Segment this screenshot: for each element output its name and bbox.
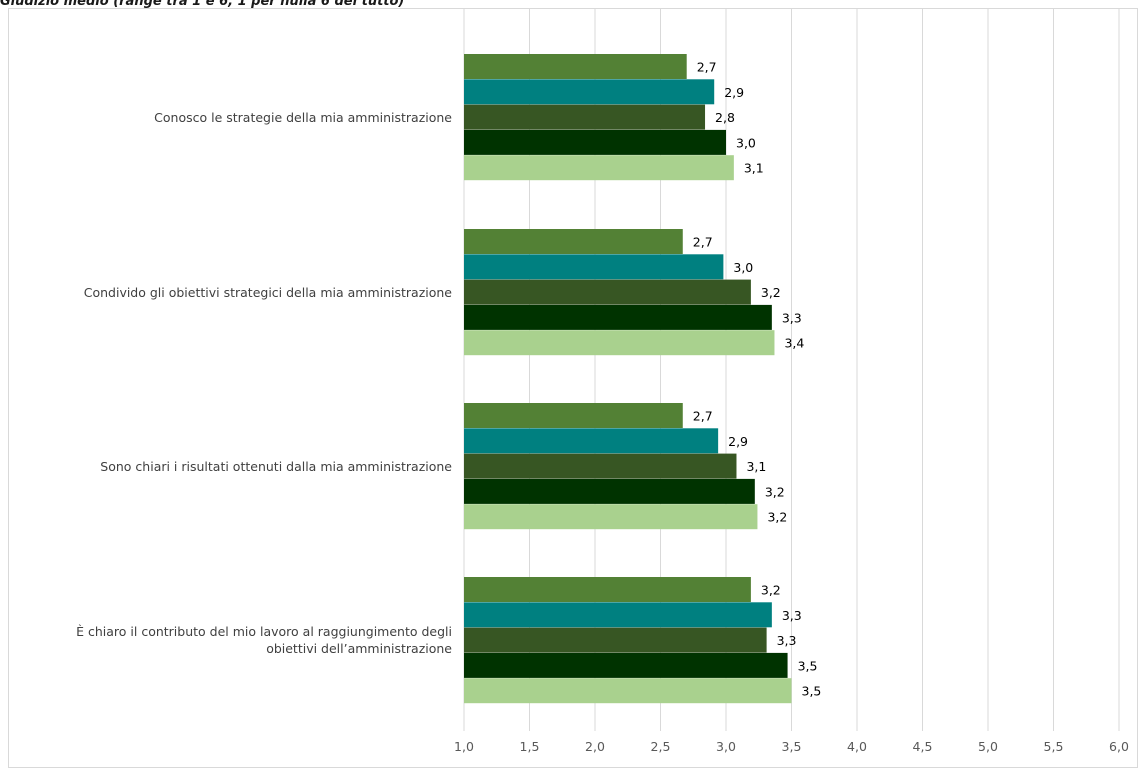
bar <box>464 504 758 530</box>
x-tick-label: 2,5 <box>651 739 671 754</box>
bar-value-label: 3,4 <box>784 336 804 351</box>
x-tick-label: 3,0 <box>716 739 736 754</box>
x-tick-label: 1,5 <box>520 739 540 754</box>
x-tick-label: 4,5 <box>913 739 933 754</box>
bar <box>464 678 792 704</box>
category-label: Condivido gli obiettivi strategici della… <box>83 284 452 300</box>
bar <box>464 652 788 678</box>
bar <box>464 577 751 602</box>
bar <box>464 54 687 79</box>
bar-value-label: 3,0 <box>733 260 753 275</box>
bar <box>464 330 775 356</box>
bar-group <box>464 54 792 704</box>
bar <box>464 155 734 181</box>
x-axis-tick-labels: 1,0 1,5 2,0 2,5 3,0 3,5 4,0 4,5 5,0 5,5 6,0 <box>454 739 1129 754</box>
bar-value-label: 2,9 <box>728 434 748 449</box>
bar-value-label: 2,8 <box>715 110 735 125</box>
bar-value-label: 3,0 <box>736 135 756 150</box>
x-tick-label: 6,0 <box>1109 739 1129 754</box>
bar-value-label: 2,7 <box>693 409 713 424</box>
bar-value-label: 3,2 <box>761 285 781 300</box>
bar <box>464 254 724 280</box>
x-tick-label: 2,0 <box>585 739 605 754</box>
bar-value-label: 3,2 <box>761 583 781 598</box>
bar-value-label: 2,7 <box>693 235 713 250</box>
bar <box>464 79 715 105</box>
bar <box>464 129 726 155</box>
bar-chart: 2,72,92,83,03,12,73,03,23,33,42,72,93,13… <box>454 9 1129 754</box>
bar <box>464 229 683 254</box>
x-tick-label: 3,5 <box>782 739 802 754</box>
chart-caption: Giudizio medio (range tra 1 e 6, 1 per n… <box>0 0 405 9</box>
bar-value-label: 3,3 <box>782 310 802 325</box>
chart-frame: 2,7 2,9 2,8 3,0 3,1 2,7 3,0 3,2 3,3 3,4 2,7 2,9 3,1 3… <box>8 8 1138 768</box>
category-label: Sono chiari i risultati ottenuti dalla m… <box>100 458 452 474</box>
bar-value-label: 3,5 <box>798 658 818 673</box>
x-tick-label: 5,5 <box>1044 739 1064 754</box>
bar-value-label: 3,5 <box>802 684 822 699</box>
bar <box>464 304 772 330</box>
bar <box>464 279 751 305</box>
bar <box>464 602 772 628</box>
bar-value-label: 3,3 <box>777 633 797 648</box>
bar-value-label: 3,2 <box>765 484 785 499</box>
x-tick-label: 4,0 <box>847 739 867 754</box>
bar-value-label: 3,1 <box>746 459 766 474</box>
bar-value-label: 2,9 <box>724 85 744 100</box>
bar <box>464 104 706 130</box>
category-label: Conosco le strategie della mia amministr… <box>154 109 452 125</box>
bar <box>464 403 683 428</box>
bar-value-label: 3,1 <box>744 161 764 176</box>
bar <box>464 478 755 504</box>
x-tick-label: 1,0 <box>454 739 474 754</box>
bar <box>464 453 737 479</box>
category-label: È chiaro il contributo del mio lavoro al… <box>76 624 452 657</box>
bar <box>464 428 719 454</box>
value-labels: 2,72,92,83,03,12,73,03,23,33,42,72,93,13… <box>693 60 822 699</box>
bar-value-label: 3,3 <box>782 608 802 623</box>
x-tick-label: 5,0 <box>978 739 998 754</box>
bar-value-label: 2,7 <box>697 60 717 75</box>
bar <box>464 627 767 653</box>
bar-value-label: 3,2 <box>767 510 787 525</box>
